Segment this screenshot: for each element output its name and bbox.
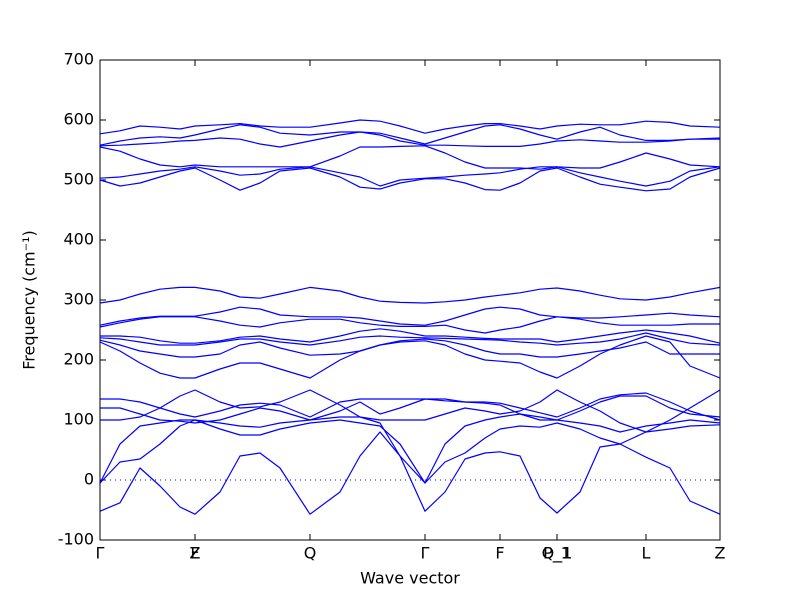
band-line bbox=[99, 306, 721, 326]
x-tick-label: P_1 bbox=[543, 544, 571, 564]
y-tick-label: 300 bbox=[63, 290, 94, 309]
x-tick-label: F bbox=[495, 544, 504, 563]
x-tick-label: Q_1 bbox=[542, 544, 573, 564]
band-line bbox=[99, 431, 721, 515]
x-tick-label: F bbox=[190, 544, 199, 563]
x-tick-label: Γ bbox=[96, 544, 105, 563]
band-line bbox=[99, 167, 721, 192]
band-line bbox=[99, 131, 720, 148]
band-line bbox=[99, 166, 721, 187]
x-tick-label: L bbox=[642, 544, 651, 563]
band-line bbox=[100, 389, 721, 433]
band-line bbox=[100, 395, 721, 424]
y-tick-label: 400 bbox=[63, 230, 94, 249]
band-line bbox=[99, 413, 721, 484]
y-tick-label: 200 bbox=[63, 350, 94, 369]
y-tick-label: 100 bbox=[63, 410, 94, 429]
band-line bbox=[99, 145, 721, 170]
band-line bbox=[99, 119, 721, 135]
x-tick-label: Z bbox=[190, 544, 201, 563]
band-line bbox=[99, 338, 720, 358]
y-tick-label: 600 bbox=[63, 110, 94, 129]
band-line bbox=[99, 335, 721, 379]
plot-frame bbox=[99, 59, 721, 541]
x-tick-label: Q bbox=[304, 544, 317, 563]
x-tick-label: Z bbox=[715, 544, 726, 563]
band-line bbox=[100, 328, 721, 344]
x-axis-label: Wave vector bbox=[360, 569, 460, 588]
band-line bbox=[99, 332, 721, 346]
y-tick-label: -100 bbox=[58, 530, 94, 549]
y-tick-label: 500 bbox=[63, 170, 94, 189]
y-tick-label: 0 bbox=[84, 470, 94, 489]
band-line bbox=[99, 124, 721, 146]
y-tick-label: 700 bbox=[63, 50, 94, 69]
band-line bbox=[100, 392, 721, 421]
y-axis-label: Frequency (cm⁻¹) bbox=[20, 230, 39, 369]
x-tick-label: Γ bbox=[421, 544, 430, 563]
band-line bbox=[99, 286, 721, 304]
band-line bbox=[99, 419, 721, 484]
